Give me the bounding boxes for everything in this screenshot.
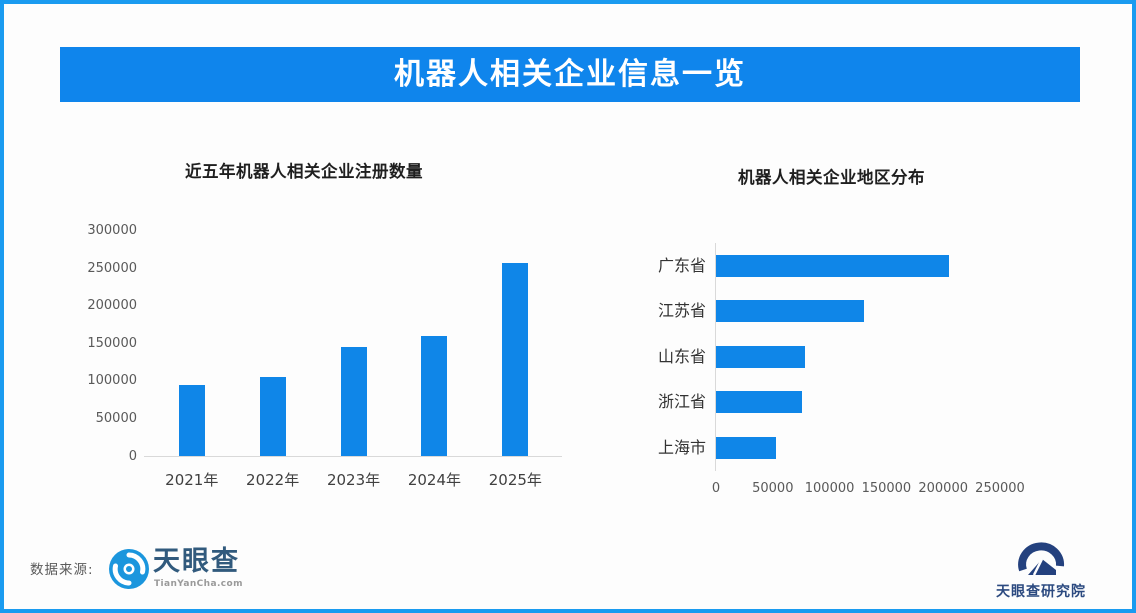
left-chart-x-tick-label: 2022年	[246, 471, 300, 489]
right-chart-category-label: 浙江省	[657, 392, 706, 412]
left-chart-y-tick-label: 50000	[95, 410, 137, 426]
institute-logo-text: 天眼查研究院	[996, 584, 1086, 600]
right-chart-x-tick-label: 250000	[975, 481, 1025, 496]
right-chart-x-tick-label: 100000	[804, 481, 855, 496]
right-chart-x-tick-label: 200000	[918, 481, 968, 496]
left-chart-x-tick-label: 2021年	[165, 471, 219, 489]
left-chart-y-tick-label: 100000	[87, 373, 137, 389]
right-chart-bar-广东省	[716, 254, 949, 277]
right-chart-x-tick-label: 0	[711, 481, 721, 496]
left-chart-x-axis-line	[144, 456, 562, 457]
right-chart-y-axis-line	[715, 243, 716, 471]
left-chart-y-tick-label: 300000	[87, 223, 137, 239]
left-chart-y-tick-label: 250000	[87, 260, 137, 276]
left-chart-bar-2023年	[340, 346, 367, 457]
right-chart-bar-山东省	[716, 345, 805, 368]
left-chart-x-tick-label: 2023年	[326, 471, 381, 489]
right-chart-category-label: 山东省	[657, 346, 706, 366]
left-chart-y-tick-label: 150000	[87, 335, 137, 351]
page-title: 机器人相关企业信息一览	[394, 56, 746, 92]
right-chart-bar-上海市	[716, 436, 777, 459]
right-chart-x-tick-label: 50000	[752, 481, 794, 496]
left-chart-bar-2022年	[259, 376, 286, 457]
right-chart-bar-江苏省	[716, 300, 864, 323]
left-chart-bar-2025年	[502, 263, 529, 457]
left-chart-y-tick-label: 0	[128, 448, 137, 464]
left-chart-x-tick-label: 2025年	[488, 471, 542, 489]
tianyancha-institute-icon	[1018, 542, 1065, 576]
page-title-banner: 机器人相关企业信息一览	[60, 47, 1080, 102]
tianyancha-logo-text: 天眼查	[153, 546, 240, 577]
tianyancha-logo-url: TianYanCha.com	[154, 579, 243, 589]
left-chart-title: 近五年机器人相关企业注册数量	[185, 162, 423, 181]
left-chart-bar-2024年	[421, 336, 448, 457]
right-chart-category-label: 上海市	[657, 437, 706, 457]
right-chart-x-tick-label: 150000	[861, 481, 912, 496]
right-chart-category-label: 广东省	[657, 255, 706, 275]
data-source-label: 数据来源:	[30, 562, 94, 578]
right-chart-bar-浙江省	[716, 391, 803, 414]
left-chart-x-tick-label: 2024年	[407, 471, 462, 489]
right-chart-category-label: 江苏省	[657, 301, 706, 321]
left-chart-y-tick-label: 200000	[87, 298, 137, 314]
left-chart-bar-2021年	[178, 385, 205, 457]
tianyancha-eye-icon	[109, 549, 149, 589]
right-chart-title: 机器人相关企业地区分布	[738, 168, 925, 187]
